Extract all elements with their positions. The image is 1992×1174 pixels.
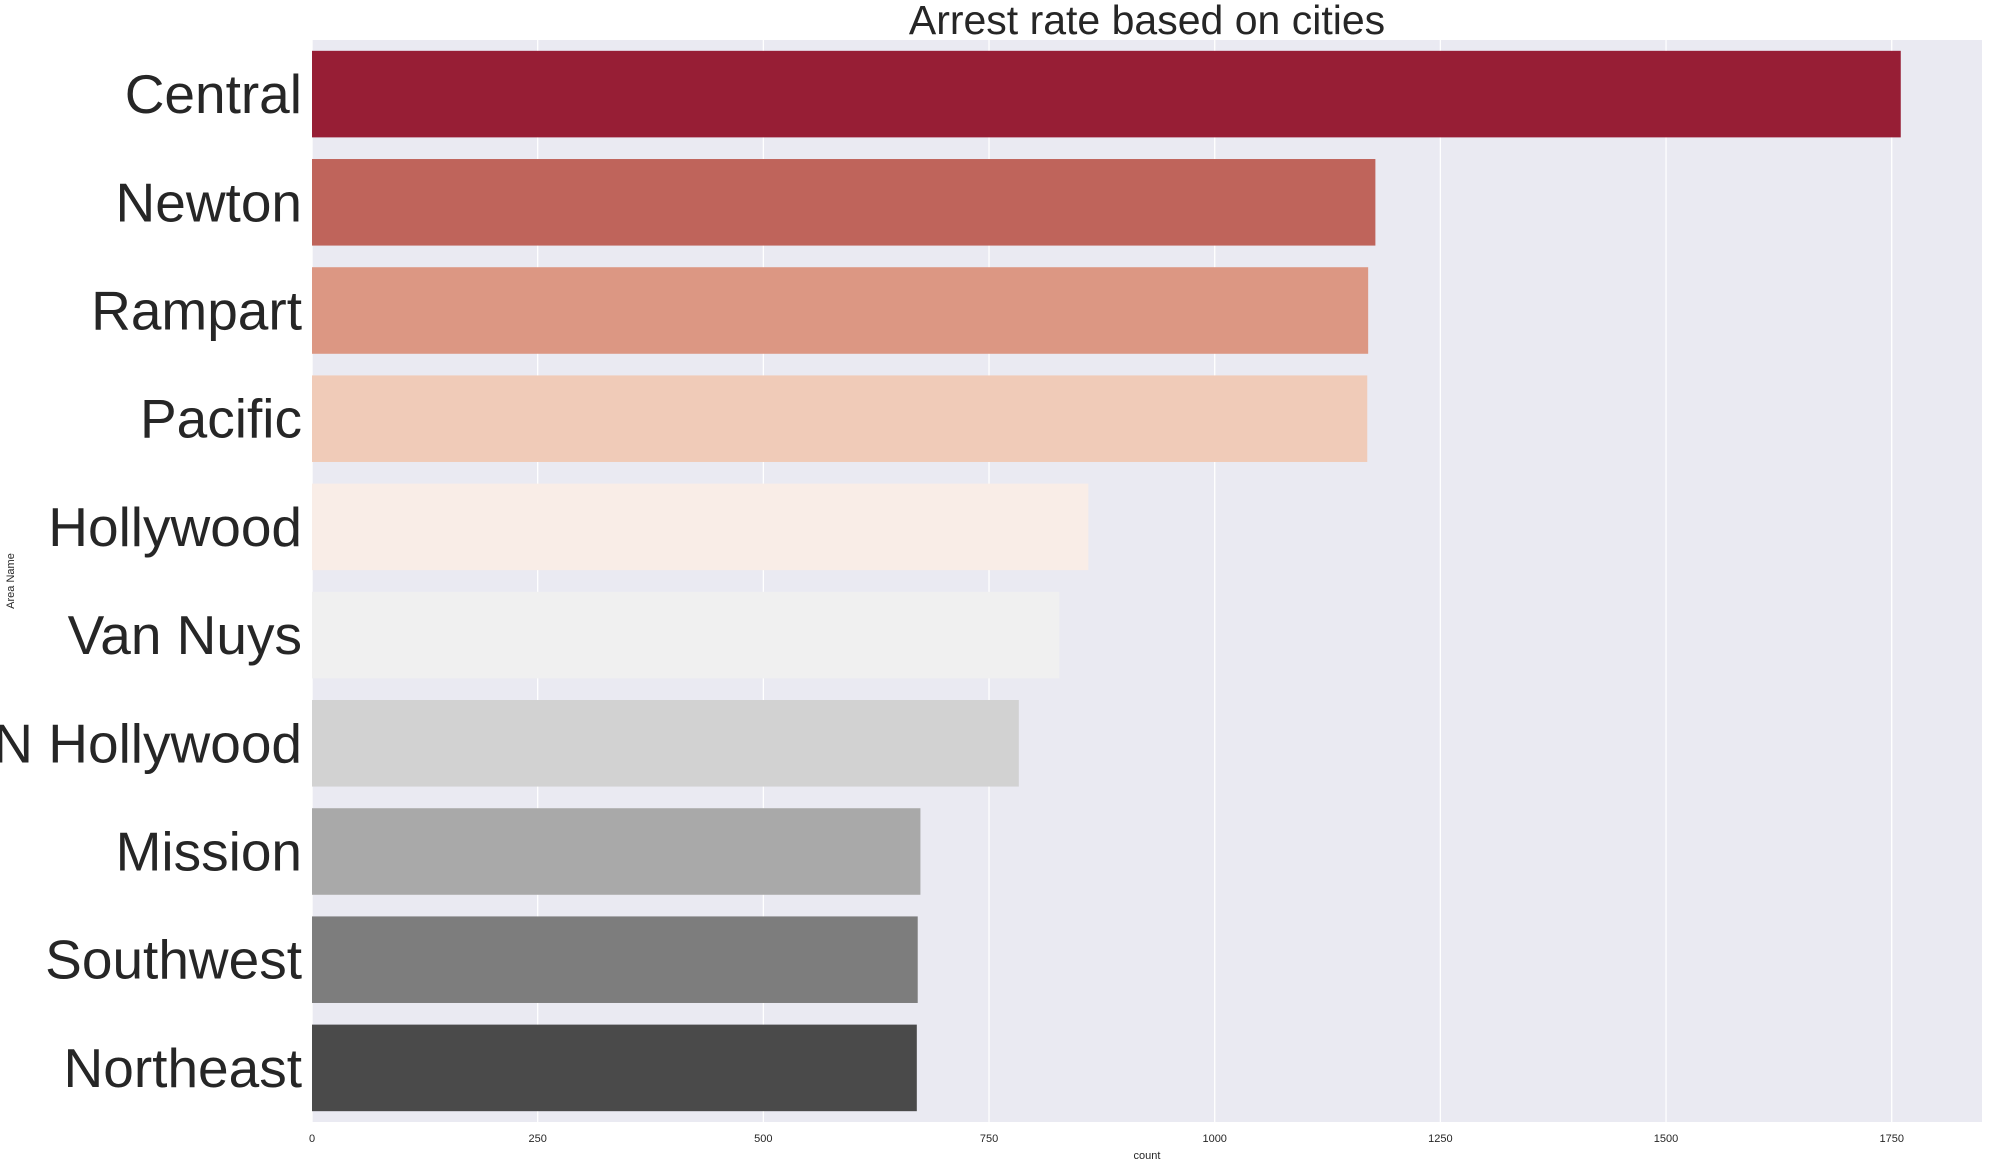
bar-rampart	[312, 267, 1369, 354]
bar-van-nuys	[312, 591, 1060, 679]
bar-pacific	[312, 375, 1368, 462]
category-labels: Central Newton Rampart Pacific Hollywood Van …	[0, 63, 302, 1099]
x-tick-label: 1500	[1654, 1133, 1678, 1145]
y-axis-label: Area Name	[5, 553, 17, 609]
bar-mission	[312, 808, 921, 895]
category-label: Northeast	[64, 1037, 302, 1099]
x-tick-label: 1000	[1202, 1133, 1226, 1145]
category-label: Mission	[116, 821, 302, 883]
bar-newton	[312, 159, 1376, 246]
bars	[312, 50, 1901, 1112]
category-label: N Hollywood	[0, 712, 302, 774]
x-tick-label: 1750	[1879, 1133, 1903, 1145]
bar-hollywood	[312, 483, 1089, 571]
category-label: Central	[125, 63, 302, 125]
bar-southwest	[312, 916, 918, 1003]
x-tick-labels: 0 250 500 750 1000 1250 1500 1750	[309, 1133, 1904, 1145]
chart-title: Arrest rate based on cities	[909, 0, 1385, 43]
x-tick-label: 500	[754, 1133, 772, 1145]
category-label: Rampart	[91, 280, 302, 342]
bar-central	[312, 50, 1901, 138]
category-label: Pacific	[140, 388, 302, 450]
category-label: Van Nuys	[68, 604, 302, 666]
category-label: Southwest	[45, 929, 302, 991]
x-tick-label: 1250	[1428, 1133, 1452, 1145]
x-axis-label: count	[1134, 1150, 1161, 1162]
bar-northeast	[312, 1024, 917, 1112]
category-label: Newton	[116, 171, 302, 233]
x-tick-label: 250	[528, 1133, 546, 1145]
x-tick-label: 750	[980, 1133, 998, 1145]
category-label: Hollywood	[48, 496, 302, 558]
bar-n-hollywood	[312, 700, 1019, 787]
x-tick-label: 0	[309, 1133, 315, 1145]
